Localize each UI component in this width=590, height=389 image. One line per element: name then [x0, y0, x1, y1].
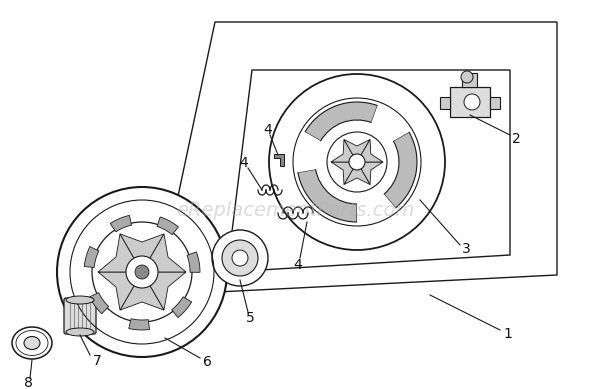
Wedge shape — [371, 106, 409, 141]
Circle shape — [461, 71, 473, 83]
Polygon shape — [110, 216, 132, 232]
Polygon shape — [357, 140, 383, 162]
Wedge shape — [357, 194, 395, 222]
Polygon shape — [120, 234, 164, 272]
Circle shape — [212, 230, 268, 286]
FancyBboxPatch shape — [64, 298, 96, 334]
Polygon shape — [157, 22, 557, 295]
Polygon shape — [357, 162, 383, 184]
Wedge shape — [384, 132, 417, 208]
Text: 4: 4 — [264, 123, 273, 137]
Polygon shape — [344, 162, 370, 184]
Polygon shape — [344, 140, 370, 162]
Polygon shape — [142, 234, 186, 272]
Text: 4: 4 — [294, 258, 302, 272]
Polygon shape — [227, 70, 510, 272]
Wedge shape — [297, 132, 320, 172]
Ellipse shape — [12, 327, 52, 359]
Wedge shape — [305, 102, 378, 141]
Polygon shape — [129, 319, 149, 330]
Circle shape — [135, 265, 149, 279]
Ellipse shape — [66, 328, 94, 336]
Text: 1: 1 — [503, 327, 513, 341]
Circle shape — [57, 187, 227, 357]
Polygon shape — [142, 272, 186, 310]
Circle shape — [222, 240, 258, 276]
Circle shape — [349, 154, 365, 170]
Circle shape — [92, 222, 192, 322]
Polygon shape — [120, 272, 164, 310]
Text: 4: 4 — [240, 156, 248, 170]
Text: 6: 6 — [202, 355, 211, 369]
Polygon shape — [331, 162, 357, 184]
Polygon shape — [98, 272, 142, 310]
Ellipse shape — [24, 336, 40, 349]
Polygon shape — [440, 97, 450, 109]
Polygon shape — [450, 87, 490, 117]
Polygon shape — [490, 97, 500, 109]
Circle shape — [269, 74, 445, 250]
Text: 3: 3 — [461, 242, 470, 256]
Circle shape — [464, 94, 480, 110]
Text: 2: 2 — [512, 132, 520, 146]
Polygon shape — [157, 217, 178, 235]
Polygon shape — [462, 73, 477, 87]
Text: 8: 8 — [24, 376, 32, 389]
Polygon shape — [172, 297, 192, 317]
Circle shape — [126, 256, 158, 288]
Circle shape — [327, 132, 387, 192]
Circle shape — [279, 84, 435, 240]
Text: eReplacementParts.com: eReplacementParts.com — [176, 200, 414, 219]
Wedge shape — [298, 169, 357, 222]
Text: 7: 7 — [93, 354, 101, 368]
Ellipse shape — [66, 296, 94, 304]
Polygon shape — [331, 140, 357, 162]
Polygon shape — [84, 247, 99, 268]
Circle shape — [232, 250, 248, 266]
Polygon shape — [274, 154, 284, 166]
Text: 5: 5 — [245, 311, 254, 325]
Polygon shape — [187, 252, 200, 272]
Polygon shape — [98, 234, 142, 272]
Polygon shape — [90, 293, 109, 314]
